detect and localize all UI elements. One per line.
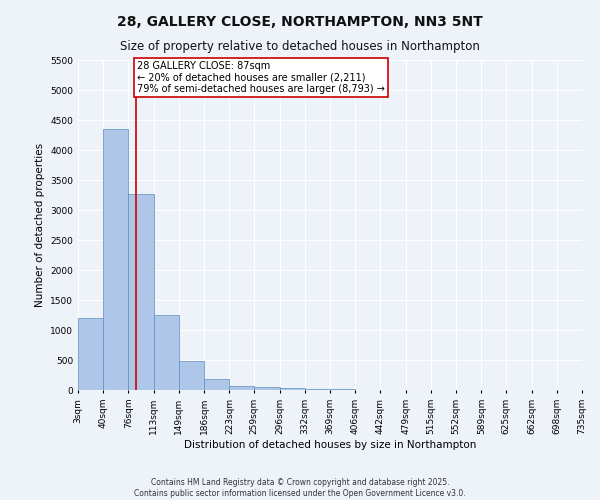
Bar [78,318,103,390]
Bar [229,386,254,390]
Text: Contains HM Land Registry data © Crown copyright and database right 2025.
Contai: Contains HM Land Registry data © Crown c… [134,478,466,498]
Text: Size of property relative to detached houses in Northampton: Size of property relative to detached ho… [120,40,480,53]
Bar [179,360,204,390]
Y-axis label: Number of detached properties: Number of detached properties [35,143,44,307]
Bar [204,379,229,390]
Bar [154,315,179,390]
Bar [280,388,305,390]
Text: 28 GALLERY CLOSE: 87sqm
← 20% of detached houses are smaller (2,211)
79% of semi: 28 GALLERY CLOSE: 87sqm ← 20% of detache… [137,61,385,94]
Text: 28, GALLERY CLOSE, NORTHAMPTON, NN3 5NT: 28, GALLERY CLOSE, NORTHAMPTON, NN3 5NT [117,15,483,29]
Bar [103,129,128,390]
X-axis label: Distribution of detached houses by size in Northampton: Distribution of detached houses by size … [184,440,476,450]
Bar [254,388,280,390]
Bar [305,389,330,390]
Bar [128,194,154,390]
